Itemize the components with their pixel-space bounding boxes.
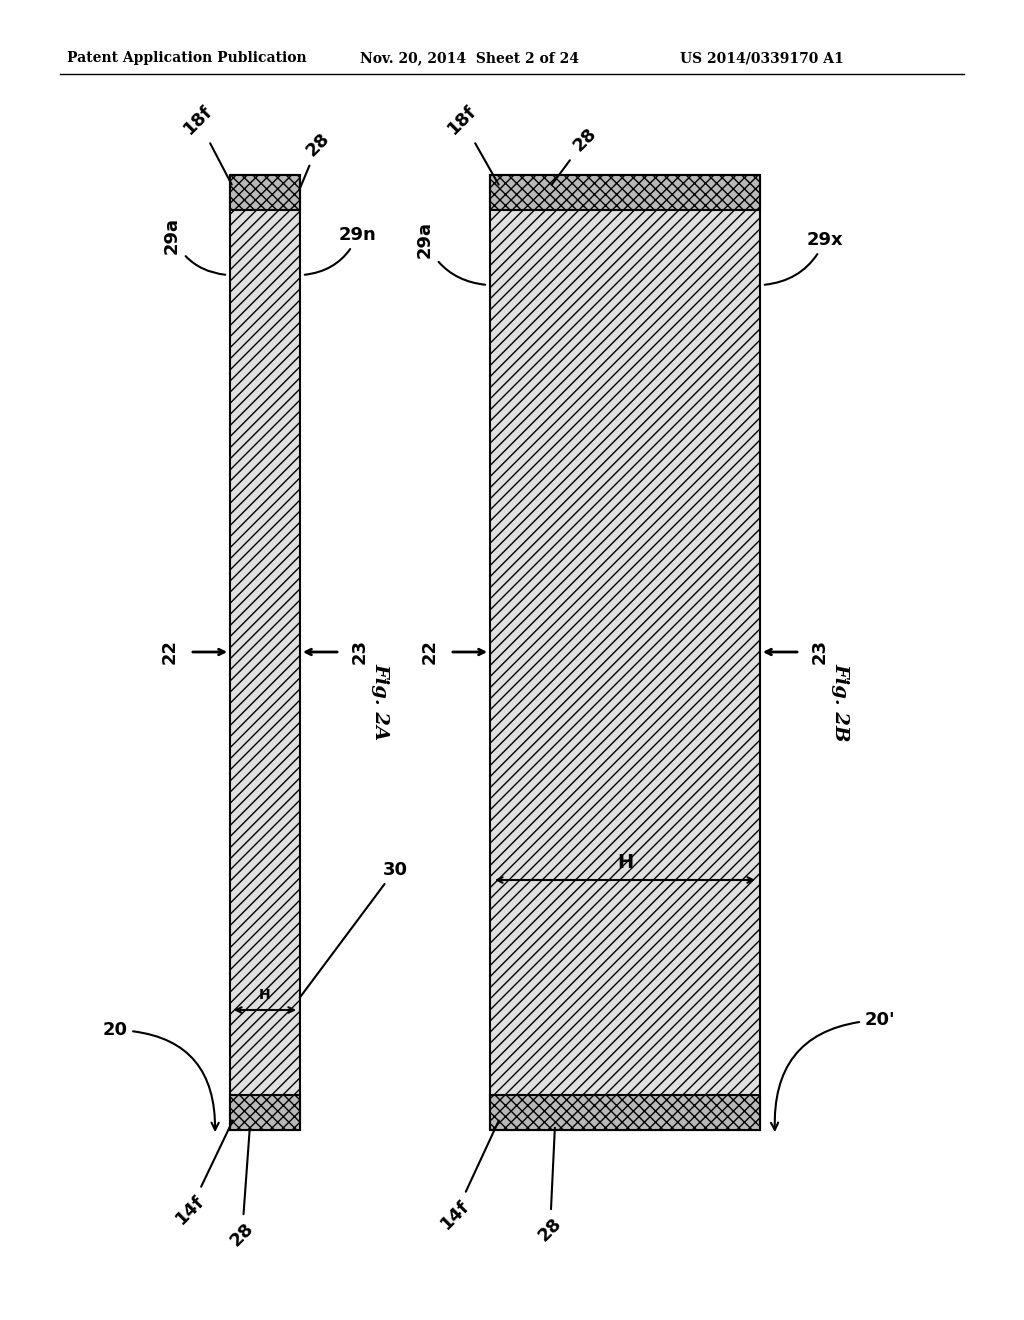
Text: 29a: 29a [163, 216, 225, 275]
Text: 28: 28 [299, 129, 333, 190]
Text: 22: 22 [421, 639, 439, 664]
Text: 20': 20' [771, 1011, 895, 1130]
Text: 14f: 14f [172, 1121, 232, 1228]
Text: 29a: 29a [416, 222, 485, 285]
Text: 18f: 18f [444, 102, 499, 185]
Text: 22: 22 [161, 639, 179, 664]
Text: 28: 28 [552, 125, 600, 185]
Text: 29x: 29x [765, 231, 844, 285]
Text: 30: 30 [300, 861, 408, 998]
Bar [490, 176, 760, 1130]
Text: US 2014/0339170 A1: US 2014/0339170 A1 [680, 51, 844, 65]
Bar [490, 176, 760, 210]
Text: H: H [259, 987, 270, 1002]
Text: 29n: 29n [305, 226, 377, 275]
Text: 23: 23 [351, 639, 369, 664]
Bar [230, 176, 300, 210]
Text: 14f: 14f [437, 1121, 499, 1233]
Text: 18f: 18f [180, 102, 231, 185]
Text: H: H [616, 853, 633, 873]
Bar [230, 1096, 300, 1130]
Text: Nov. 20, 2014  Sheet 2 of 24: Nov. 20, 2014 Sheet 2 of 24 [360, 51, 579, 65]
Text: 28: 28 [226, 1127, 257, 1250]
Text: Fig. 2B: Fig. 2B [831, 663, 849, 742]
Text: 23: 23 [811, 639, 829, 664]
Text: 20: 20 [102, 1020, 219, 1130]
Text: Patent Application Publication: Patent Application Publication [67, 51, 306, 65]
Bar [490, 1096, 760, 1130]
Text: Fig. 2A: Fig. 2A [371, 664, 389, 741]
Text: 28: 28 [535, 1127, 565, 1245]
Bar [230, 176, 300, 1130]
